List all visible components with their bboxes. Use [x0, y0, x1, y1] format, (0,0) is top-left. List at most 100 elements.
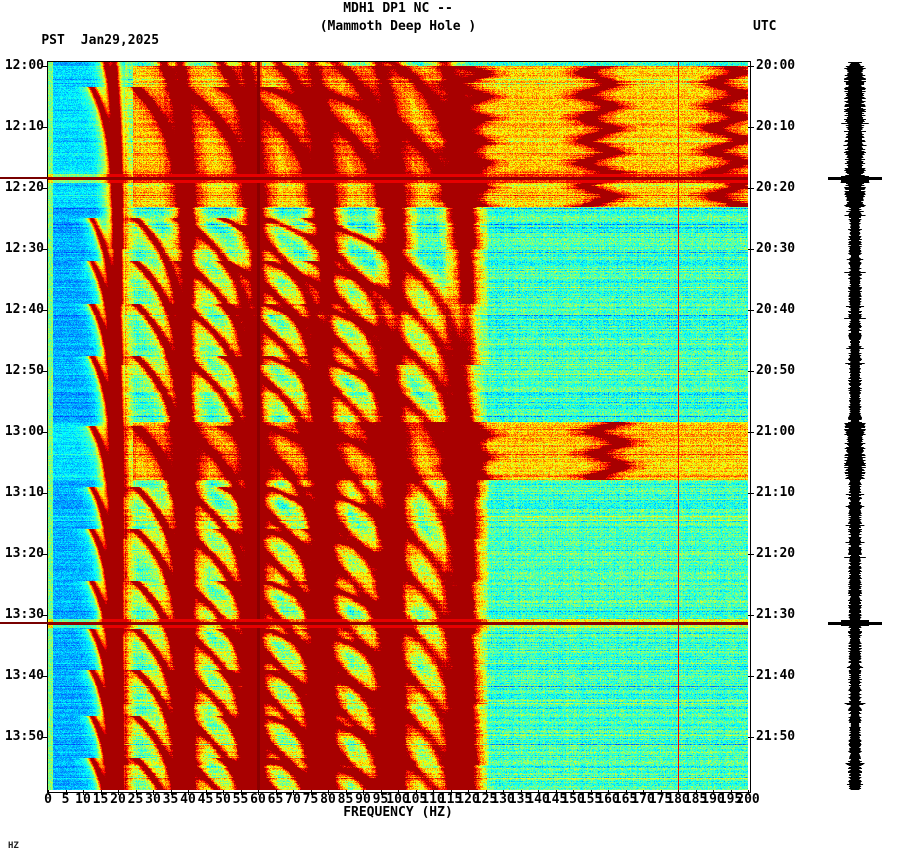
- freq-tick-label: 175: [648, 792, 673, 807]
- freq-tick-mark: [433, 790, 434, 795]
- utc-tick-mark: [748, 615, 754, 616]
- freq-tick-label: 130: [491, 792, 515, 807]
- freq-tick-mark: [65, 790, 67, 795]
- pst-tick-label: 12:20: [4, 180, 44, 195]
- pst-tick-label: 12:40: [4, 302, 44, 317]
- freq-tick-mark: [258, 790, 259, 795]
- freq-tick-mark: [398, 790, 399, 795]
- freq-tick-label: 180: [666, 792, 690, 807]
- freq-tick-mark: [135, 790, 137, 795]
- utc-tick-mark: [748, 127, 754, 128]
- utc-tick-label: 20:30: [756, 241, 796, 256]
- utc-tick-mark: [748, 66, 754, 67]
- freq-tick-label: 200: [736, 792, 760, 807]
- freq-tick-mark: [310, 790, 312, 795]
- freq-tick-label: 45: [197, 792, 214, 807]
- freq-tick-mark: [345, 790, 347, 795]
- event-line-margin: [0, 177, 48, 180]
- freq-tick-label: 95: [372, 792, 389, 807]
- timezone-left-label: PST: [41, 33, 65, 48]
- utc-tick-mark: [748, 310, 754, 311]
- utc-tick-label: 21:50: [756, 729, 796, 744]
- freq-tick-label: 15: [92, 792, 109, 807]
- freq-tick-label: 65: [267, 792, 284, 807]
- freq-tick-label: 30: [145, 792, 161, 807]
- utc-tick-label: 20:40: [756, 302, 796, 317]
- freq-tick-label: 165: [613, 792, 638, 807]
- pst-tick-mark: [42, 249, 48, 250]
- freq-tick-label: 125: [473, 792, 498, 807]
- pst-tick-label: 13:10: [4, 485, 44, 500]
- freq-tick-mark: [170, 790, 172, 795]
- freq-tick-mark: [450, 790, 452, 795]
- utc-tick-label: 21:40: [756, 668, 796, 683]
- spectrogram-canvas: [48, 62, 748, 790]
- pst-tick-label: 12:50: [4, 363, 44, 378]
- freq-tick-mark: [608, 790, 609, 795]
- utc-tick-mark: [748, 371, 754, 372]
- pst-tick-mark: [42, 188, 48, 189]
- utc-tick-label: 20:20: [756, 180, 796, 195]
- freq-tick-label: 85: [337, 792, 354, 807]
- utc-tick-mark: [748, 554, 754, 555]
- freq-tick-mark: [660, 790, 662, 795]
- freq-tick-mark: [48, 790, 49, 795]
- x-axis-title: FREQUENCY (HZ): [343, 805, 453, 820]
- freq-tick-label: 5: [61, 792, 70, 807]
- freq-tick-mark: [503, 790, 504, 795]
- pst-tick-mark: [42, 676, 48, 677]
- freq-tick-label: 25: [127, 792, 144, 807]
- utc-tick-mark: [748, 493, 754, 494]
- freq-tick-label: 80: [320, 792, 336, 807]
- freq-tick-label: 10: [75, 792, 91, 807]
- freq-tick-label: 105: [403, 792, 428, 807]
- pst-tick-mark: [42, 310, 48, 311]
- freq-tick-mark: [275, 790, 277, 795]
- pst-tick-mark: [42, 66, 48, 67]
- pst-tick-label: 13:00: [4, 424, 44, 439]
- freq-tick-label: 40: [180, 792, 196, 807]
- pst-tick-label: 12:30: [4, 241, 44, 256]
- freq-tick-mark: [730, 790, 732, 795]
- utc-tick-label: 20:10: [756, 119, 796, 134]
- freq-tick-label: 120: [456, 792, 480, 807]
- pst-tick-mark: [42, 554, 48, 555]
- freq-tick-label: 170: [631, 792, 655, 807]
- pst-tick-label: 13:30: [4, 607, 44, 622]
- freq-tick-mark: [240, 790, 242, 795]
- freq-tick-mark: [643, 790, 644, 795]
- utc-tick-label: 21:30: [756, 607, 796, 622]
- freq-tick-mark: [293, 790, 294, 795]
- freq-tick-label: 140: [526, 792, 550, 807]
- utc-tick-label: 21:00: [756, 424, 796, 439]
- freq-tick-mark: [188, 790, 189, 795]
- utc-tick-mark: [748, 249, 754, 250]
- freq-tick-label: 0: [44, 792, 52, 807]
- freq-tick-mark: [100, 790, 102, 795]
- event-line-margin: [0, 621, 48, 624]
- freq-tick-mark: [328, 790, 329, 795]
- freq-tick-label: 55: [232, 792, 249, 807]
- freq-tick-mark: [415, 790, 417, 795]
- page-subtitle: (Mammoth Deep Hole ): [319, 19, 477, 34]
- pst-tick-mark: [42, 493, 48, 494]
- freq-tick-label: 135: [508, 792, 533, 807]
- freq-tick-mark: [713, 790, 714, 795]
- freq-tick-label: 195: [718, 792, 743, 807]
- freq-tick-label: 50: [215, 792, 231, 807]
- freq-tick-label: 90: [355, 792, 371, 807]
- pst-tick-label: 12:10: [4, 119, 44, 134]
- freq-tick-label: 185: [683, 792, 708, 807]
- seismogram-trace-canvas: [827, 62, 883, 790]
- freq-tick-label: 75: [302, 792, 319, 807]
- freq-tick-label: 20: [110, 792, 126, 807]
- freq-tick-mark: [485, 790, 487, 795]
- freq-tick-label: 110: [421, 792, 445, 807]
- freq-tick-label: 145: [543, 792, 568, 807]
- freq-tick-mark: [205, 790, 207, 795]
- freq-tick-label: 100: [386, 792, 410, 807]
- freq-tick-mark: [678, 790, 679, 795]
- freq-tick-label: 190: [701, 792, 725, 807]
- freq-tick-mark: [363, 790, 364, 795]
- pst-tick-label: 13:20: [4, 546, 44, 561]
